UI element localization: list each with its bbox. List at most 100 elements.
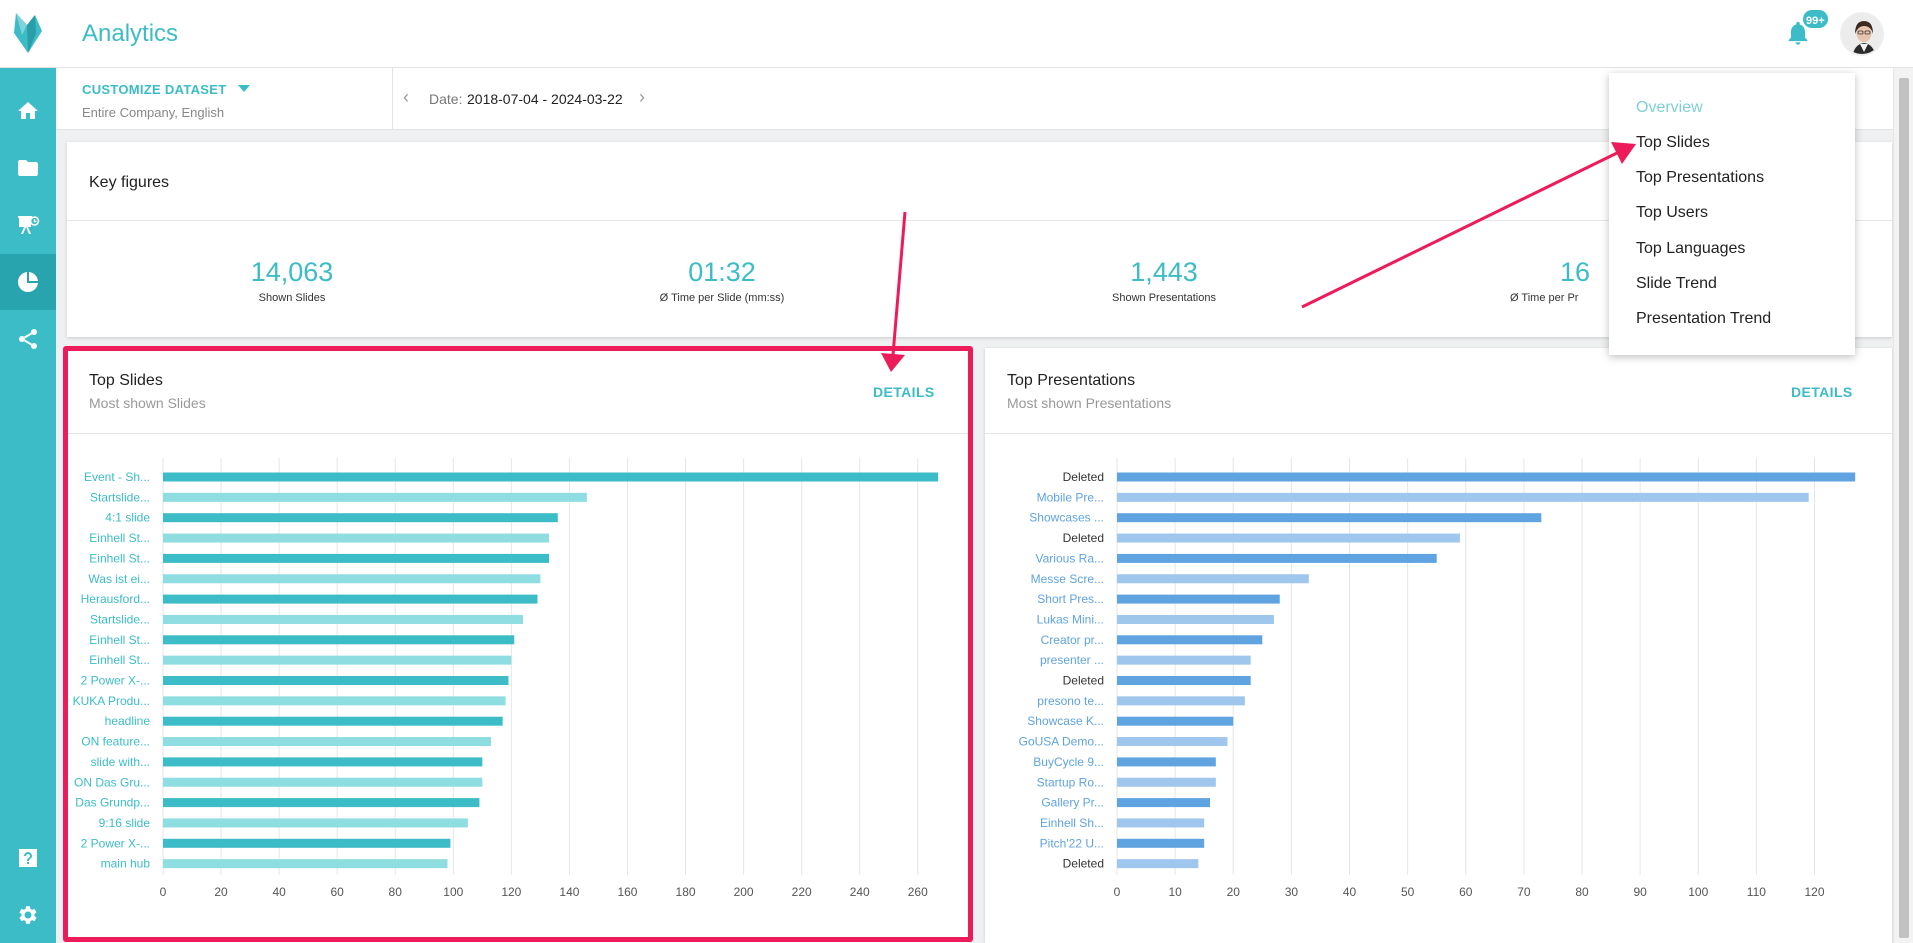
divider: [392, 68, 393, 130]
gear-icon: [19, 906, 37, 924]
card-title: Top Presentations: [1007, 372, 1136, 389]
card-subtitle: Most shown Presentations: [1007, 395, 1172, 411]
chart-bar: [1117, 859, 1199, 869]
category-label: Herausford...: [81, 592, 150, 606]
chart-bar: [1117, 574, 1309, 584]
category-label: Deleted: [1063, 531, 1104, 545]
x-tick-label: 50: [1401, 885, 1415, 899]
home-icon: [18, 102, 38, 119]
details-button[interactable]: DETAILS: [1791, 384, 1853, 400]
help-icon: [19, 849, 37, 867]
menu-item-overview[interactable]: Overview: [1636, 99, 1703, 116]
x-tick-label: 110: [1747, 885, 1766, 899]
x-tick-label: 10: [1168, 885, 1182, 899]
sidebar-item-home[interactable]: [0, 83, 56, 139]
date-label: Date:: [429, 91, 463, 107]
user-avatar[interactable]: [1840, 12, 1884, 56]
sidebar-item-share[interactable]: [0, 311, 56, 367]
chart-bar: [1117, 635, 1263, 645]
category-label: Pitch'22 U...: [1040, 836, 1104, 850]
category-label: 2 Power X-...: [81, 674, 150, 688]
key-figure-label: Shown Presentations: [1112, 292, 1216, 304]
page-scrollbar[interactable]: [1893, 68, 1913, 943]
filter-bar: CUSTOMIZE DATASET Entire Company, Englis…: [56, 68, 1893, 130]
menu-item-top-languages[interactable]: Top Languages: [1636, 240, 1746, 257]
category-label: Lukas Mini...: [1037, 612, 1104, 626]
category-label: Startslide...: [90, 490, 150, 504]
top-header: Analytics 99+: [0, 0, 1913, 68]
top-slides-card: Top Slides Most shown Slides DETAILS 0 20…: [67, 348, 969, 943]
sidebar-item-presentations[interactable]: [0, 197, 56, 253]
category-label: slide with...: [91, 755, 150, 769]
chart-bar: [163, 818, 468, 828]
chart-bar: [163, 737, 492, 747]
scrollbar-thumb[interactable]: [1899, 78, 1909, 938]
category-label: Startup Ro...: [1037, 775, 1104, 789]
category-label: presono te...: [1037, 694, 1104, 708]
category-label: Mobile Pre...: [1037, 490, 1104, 504]
chart-bar: [163, 513, 558, 523]
x-tick-label: 180: [676, 885, 696, 899]
x-tick-label: 40: [272, 885, 286, 899]
divider: [67, 220, 1892, 221]
chevron-left-icon[interactable]: ‹: [403, 87, 409, 107]
chart-bar: [163, 798, 480, 808]
chart-bar: [163, 594, 538, 604]
x-tick-label: 120: [501, 885, 521, 899]
customize-dataset-button[interactable]: CUSTOMIZE DATASET: [82, 82, 227, 97]
avatar-portrait-icon: [1842, 14, 1882, 54]
folder-icon: [18, 160, 38, 176]
sidebar-item-help[interactable]: [0, 830, 56, 886]
x-tick-label: 40: [1343, 885, 1357, 899]
x-tick-label: 140: [559, 885, 579, 899]
menu-item-top-presentations[interactable]: Top Presentations: [1636, 169, 1765, 186]
analytics-section-menu: Overview Top Slides Top Presentations To…: [1609, 73, 1855, 355]
category-label: main hub: [101, 857, 151, 871]
top-slides-chart: 0 20 40 60 80 100 120 140 160 180 200 220 240 260 Even…: [73, 458, 939, 899]
x-tick-label: 70: [1517, 885, 1531, 899]
chart-bar: [1117, 737, 1228, 747]
menu-item-top-slides[interactable]: Top Slides: [1636, 134, 1710, 151]
sidebar-item-folders[interactable]: [0, 140, 56, 196]
key-figure-shown-presentations: 1,443 Shown Presentations: [1014, 257, 1314, 304]
category-label: Das Grundp...: [75, 796, 150, 810]
sidebar-item-analytics[interactable]: [0, 254, 56, 310]
chart-bar: [1117, 757, 1216, 767]
caret-down-icon[interactable]: [238, 85, 250, 92]
details-button[interactable]: DETAILS: [873, 384, 935, 400]
category-label: Messe Scre...: [1031, 572, 1104, 586]
category-label: Event - Sh...: [84, 470, 150, 484]
chart-bar: [1117, 818, 1205, 828]
notification-badge[interactable]: 99+: [1801, 8, 1830, 30]
x-tick-label: 0: [160, 885, 167, 899]
category-label: GoUSA Demo...: [1019, 735, 1104, 749]
fox-logo-icon[interactable]: [10, 11, 46, 55]
menu-item-top-users[interactable]: Top Users: [1636, 204, 1709, 221]
category-label: Deleted: [1063, 674, 1104, 688]
x-tick-label: 100: [1688, 885, 1708, 899]
divider: [985, 433, 1892, 434]
menu-item-slide-trend[interactable]: Slide Trend: [1636, 275, 1717, 292]
category-label: presenter ...: [1040, 653, 1104, 667]
share-icon: [19, 329, 37, 349]
chart-bar: [1117, 513, 1542, 523]
chart-bar: [163, 696, 506, 706]
chart-bar: [163, 716, 503, 726]
x-tick-label: 80: [389, 885, 403, 899]
chart-bar: [1117, 696, 1245, 706]
sidebar-item-settings[interactable]: [0, 887, 56, 943]
chart-bar: [1117, 798, 1210, 808]
date-range-value[interactable]: 2018-07-04 - 2024-03-22: [467, 91, 623, 107]
category-label: Deleted: [1063, 470, 1104, 484]
category-label: Einhell St...: [89, 633, 150, 647]
chart-bar: [1117, 492, 1809, 502]
chart-bar: [163, 492, 587, 502]
card-subtitle: Most shown Slides: [89, 395, 206, 411]
notification-bell-icon[interactable]: [1784, 18, 1812, 48]
chevron-right-icon[interactable]: ›: [639, 87, 645, 107]
chart-bar: [1117, 716, 1234, 726]
menu-item-presentation-trend[interactable]: Presentation Trend: [1636, 310, 1772, 327]
chart-bar: [163, 635, 515, 645]
category-label: 9:16 slide: [99, 816, 151, 830]
category-label: Was ist ei...: [88, 572, 150, 586]
